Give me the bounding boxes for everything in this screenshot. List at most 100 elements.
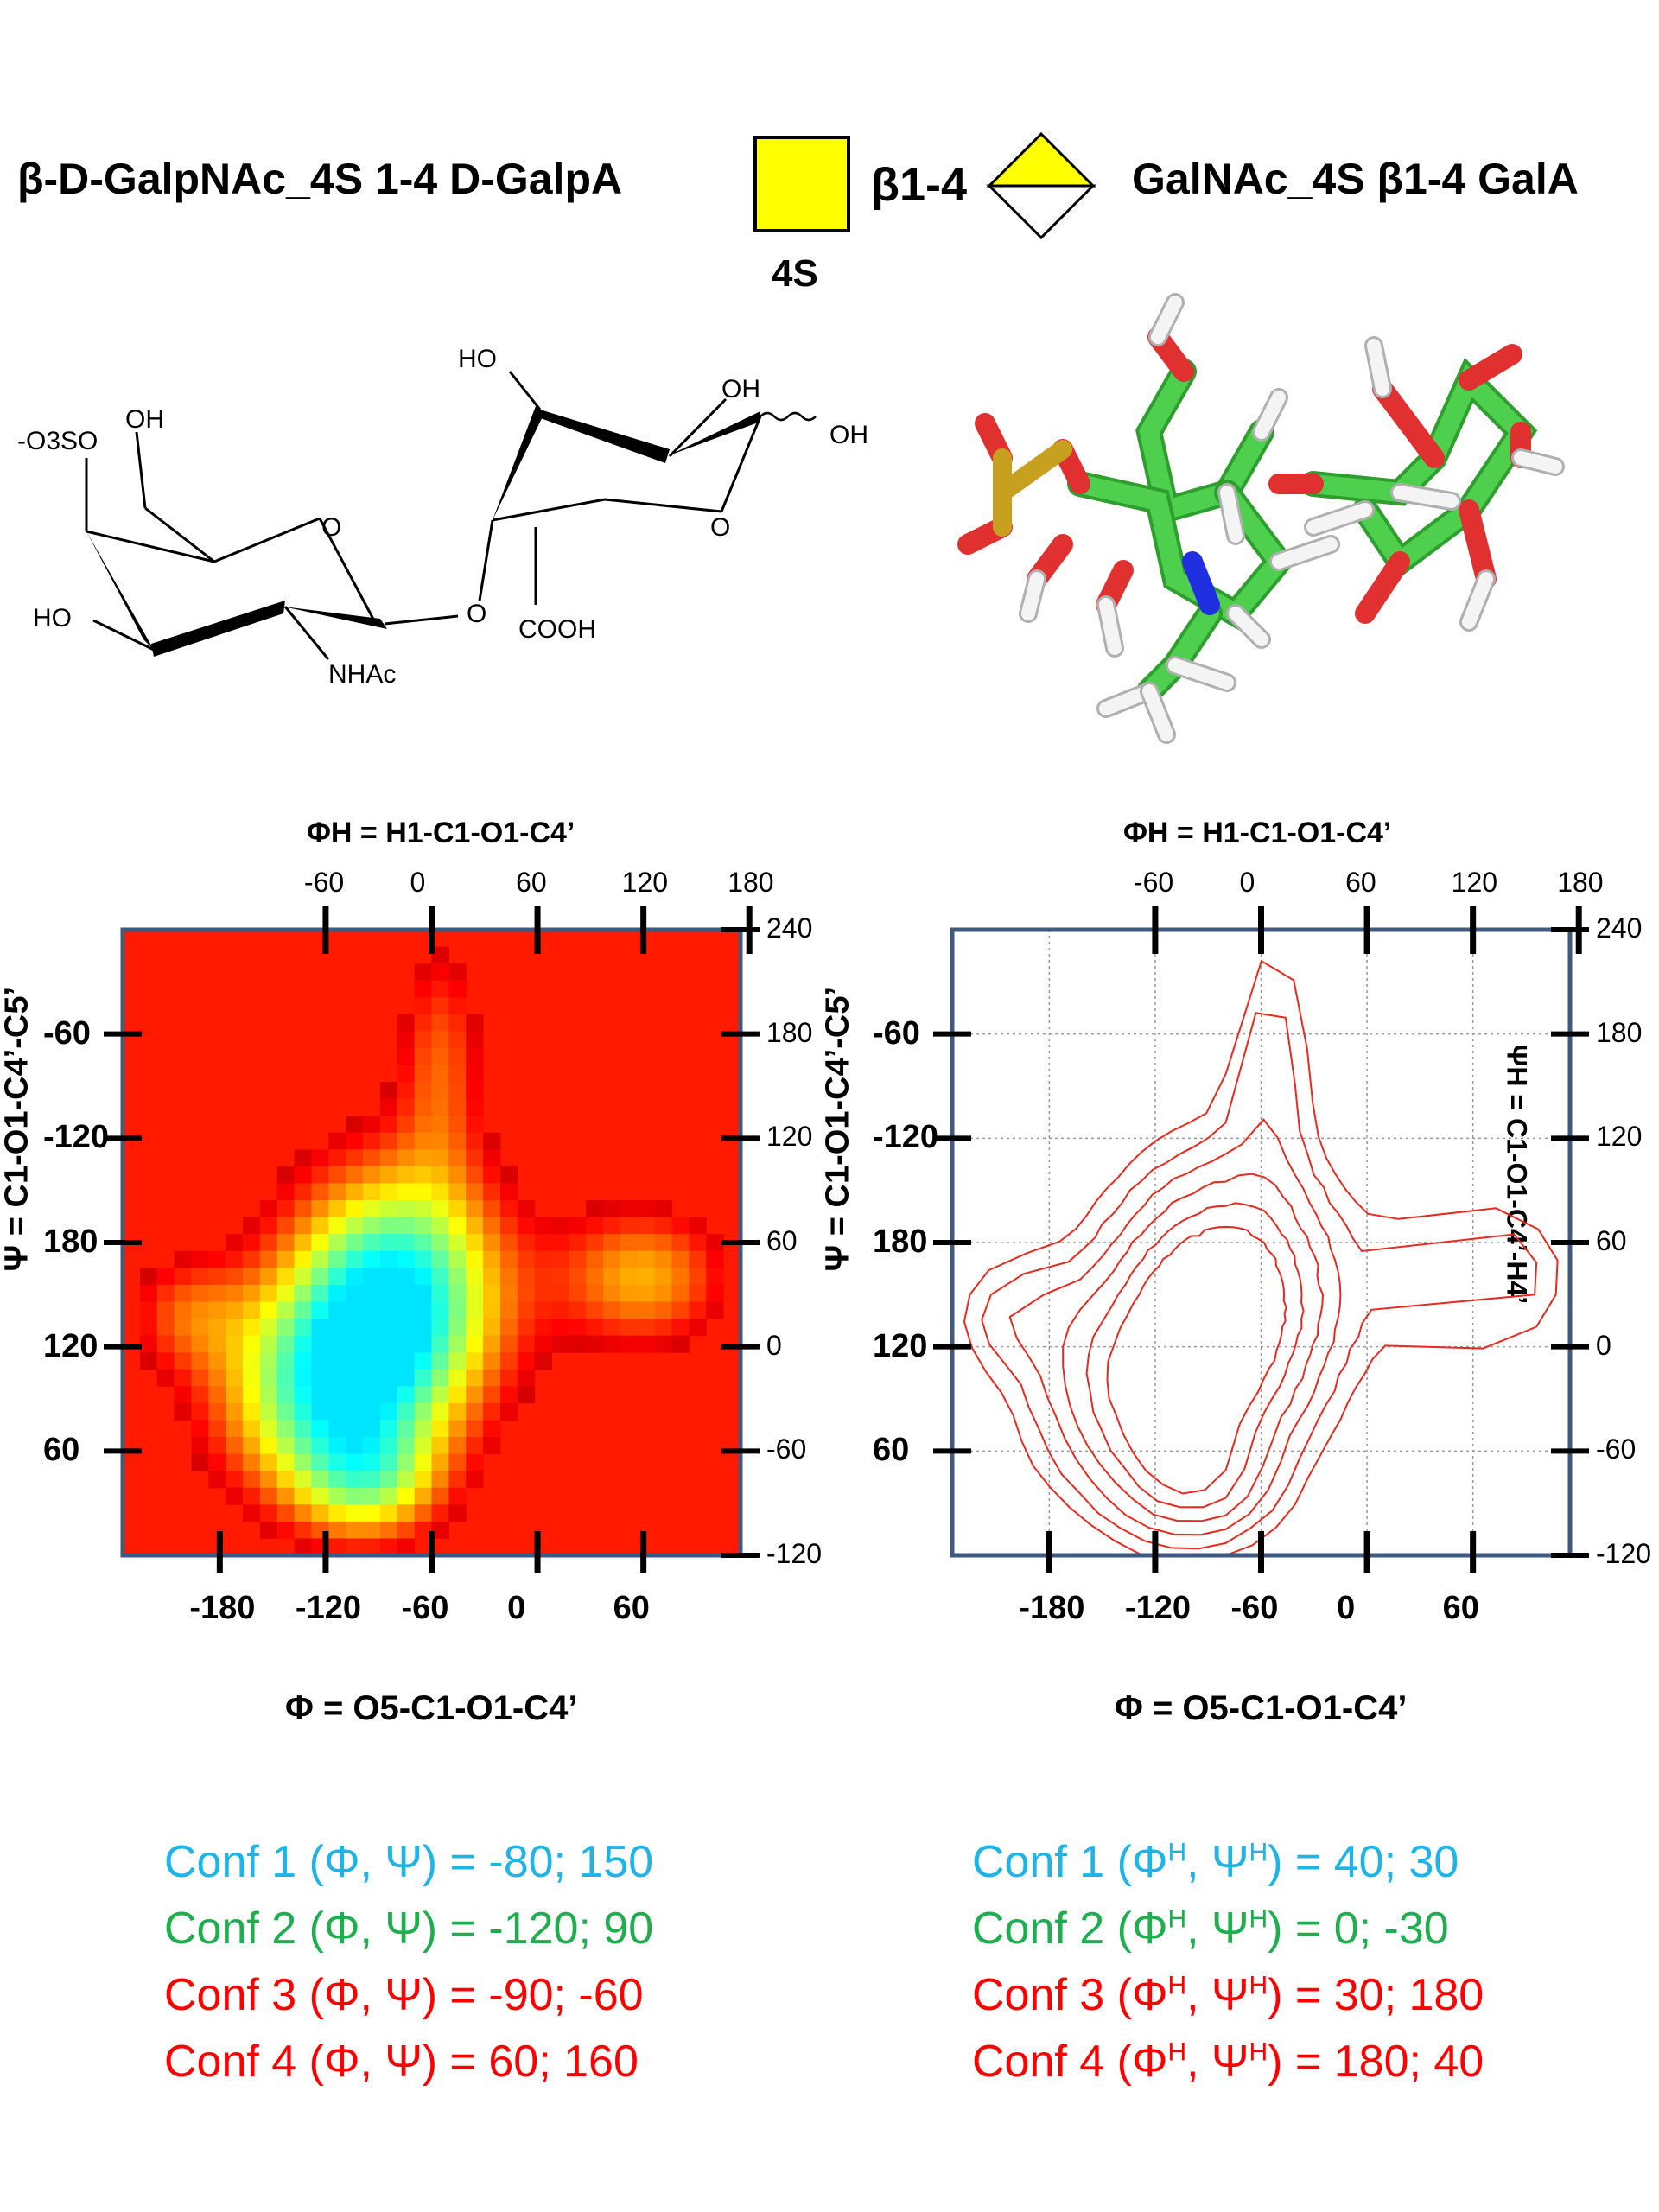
heatmap-cell	[534, 1268, 553, 1286]
heatmap-cell	[259, 1453, 278, 1471]
bottom-tick-label: 0	[507, 1590, 526, 1626]
right-tick-label: 180	[766, 1016, 813, 1048]
heatmap-cell	[414, 1031, 432, 1049]
heatmap-cell	[328, 1319, 346, 1337]
heatmap-cell	[414, 1402, 432, 1421]
heatmap-cell	[328, 1132, 346, 1150]
heatmap-cell	[363, 1487, 381, 1505]
heatmap-cell	[654, 1234, 673, 1252]
heatmap-cell	[414, 1149, 432, 1167]
heatmap-cell	[499, 1301, 518, 1319]
heatmap-cell	[620, 1284, 639, 1302]
heatmap-cell	[328, 1521, 346, 1539]
heatmap-cell	[671, 1217, 690, 1235]
heatmap-cell	[551, 1335, 569, 1353]
contour-line	[1085, 1202, 1305, 1509]
heatmap-cell	[483, 1402, 501, 1421]
heatmap-cell	[226, 1319, 244, 1337]
heatmap-cell	[637, 1250, 656, 1268]
heatmap-cell	[397, 1284, 416, 1302]
heatmap-cell	[243, 1402, 261, 1421]
heatmap-cell	[397, 1301, 416, 1319]
heatmap-cell	[654, 1268, 673, 1286]
heatmap-cell	[431, 1183, 449, 1201]
heatmap-cell	[276, 1402, 296, 1421]
heatmap-cell	[448, 1014, 467, 1032]
heatmap-cell	[294, 1538, 312, 1556]
heatmap-cell	[379, 1149, 398, 1167]
heatmap-cell	[517, 1352, 536, 1370]
heatmap-cell	[397, 1335, 416, 1353]
heatmap-cell	[191, 1453, 209, 1471]
contour-line	[981, 1012, 1538, 1550]
heatmap-cell	[328, 1200, 346, 1218]
heatmap-cell	[397, 1319, 416, 1337]
contour-lines	[963, 959, 1559, 1556]
heatmap-cell	[174, 1268, 192, 1286]
heatmap-cell	[328, 1183, 346, 1201]
heatmap-cell	[569, 1250, 587, 1268]
heatmap-cell	[208, 1386, 226, 1404]
heatmap-cell	[346, 1437, 364, 1455]
conf-left-2: Conf 2 (Φ, Ψ) = -120; 90	[164, 1904, 654, 1954]
heatmap-cell	[328, 1386, 346, 1404]
heatmap-cell	[483, 1437, 501, 1455]
heatmap-cell	[311, 1250, 329, 1268]
heatmap-cell	[431, 1335, 449, 1353]
heatmap-cell	[276, 1437, 296, 1455]
heatmap-cell	[156, 1301, 175, 1319]
heatmap-cell	[483, 1183, 501, 1201]
heatmap-cell	[431, 1014, 449, 1032]
heatmap-cell	[311, 1166, 329, 1185]
heatmap-cell	[569, 1268, 587, 1286]
heatmap-cell	[397, 1402, 416, 1421]
heatmap-cell	[379, 1402, 398, 1421]
heatmap-cell	[517, 1369, 536, 1387]
heatmap-cell	[414, 1183, 432, 1201]
heatmap-cell	[174, 1335, 192, 1353]
heatmap-cell	[448, 1487, 467, 1505]
heatmap-cell	[294, 1352, 312, 1370]
heatmap-cell	[499, 1319, 518, 1337]
heatmap-cell	[551, 1319, 569, 1337]
heatmap-cell	[363, 1319, 381, 1337]
top-tick-label: 180	[1557, 867, 1604, 898]
heatmap-cell	[328, 1471, 346, 1489]
heatmap-cell	[414, 1386, 432, 1404]
right-tick-label: -120	[766, 1538, 823, 1569]
heatmap-cell	[191, 1250, 209, 1268]
heatmap-cell	[191, 1402, 209, 1421]
heatmap-cell	[414, 1166, 432, 1185]
heatmap-cell	[294, 1268, 312, 1286]
heatmap-cell	[174, 1301, 192, 1319]
heatmap-cell	[311, 1487, 329, 1505]
heatmap-cell	[226, 1268, 244, 1286]
heatmap-cell	[139, 1335, 158, 1353]
heatmap-cell	[654, 1301, 673, 1319]
heatmap-cell	[397, 1369, 416, 1387]
3d-stick-model	[957, 293, 1565, 744]
heatmap-cell	[397, 1082, 416, 1100]
heatmap-cell	[534, 1284, 553, 1302]
heatmap-cell	[466, 1369, 484, 1387]
heatmap-cell	[363, 1386, 381, 1404]
heatmap-cell	[483, 1250, 501, 1268]
bottom-tick-label: 0	[1337, 1590, 1356, 1626]
heatmap-cell	[363, 1116, 381, 1134]
heatmap-cell	[431, 1319, 449, 1337]
bottom-tick-label: 60	[613, 1590, 650, 1626]
heatmap-cell	[499, 1234, 518, 1252]
heatmap-cell	[431, 1149, 449, 1167]
top-tick-label: -60	[1133, 867, 1174, 898]
heatmap-cell	[397, 1166, 416, 1185]
heatmap-cell	[689, 1284, 707, 1302]
oh-label-1: OH	[125, 405, 164, 434]
heatmap-cell	[259, 1268, 278, 1286]
heatmap-cell	[191, 1369, 209, 1387]
heatmap-cell	[208, 1352, 226, 1370]
heatmap-cell	[259, 1284, 278, 1302]
heatmap-cell	[603, 1284, 621, 1302]
heatmap-cell	[586, 1200, 604, 1218]
heatmap-cell	[226, 1453, 244, 1471]
heatmap-cell	[208, 1420, 226, 1438]
